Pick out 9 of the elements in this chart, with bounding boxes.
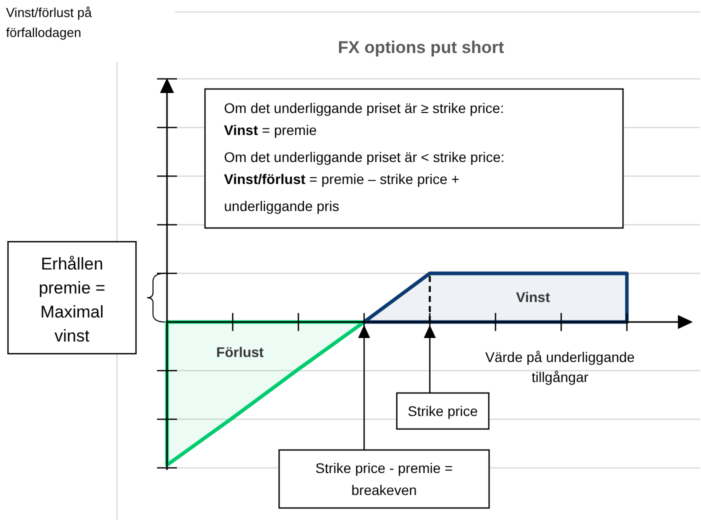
text: Erhållen premie = Maximal vinst [38,254,106,346]
chart-title: FX options put short [338,38,504,57]
annotation: Förlust [216,344,264,360]
x-axis-title: Värde på underliggande tillgångar [485,349,635,385]
annotation: Strike price - premie = breakeven [315,460,453,498]
annotation: Vinst [516,289,550,305]
text: Om det underliggande priset är ≥ strike price: Vinst = premie Om det underliggande priset är < strike price: Vinst/förlust = premie – strike price + underliggande pris [224,100,505,214]
annotation: Strike price [408,403,478,419]
text: Vinst/förlust på förfallodagen [6,5,93,40]
